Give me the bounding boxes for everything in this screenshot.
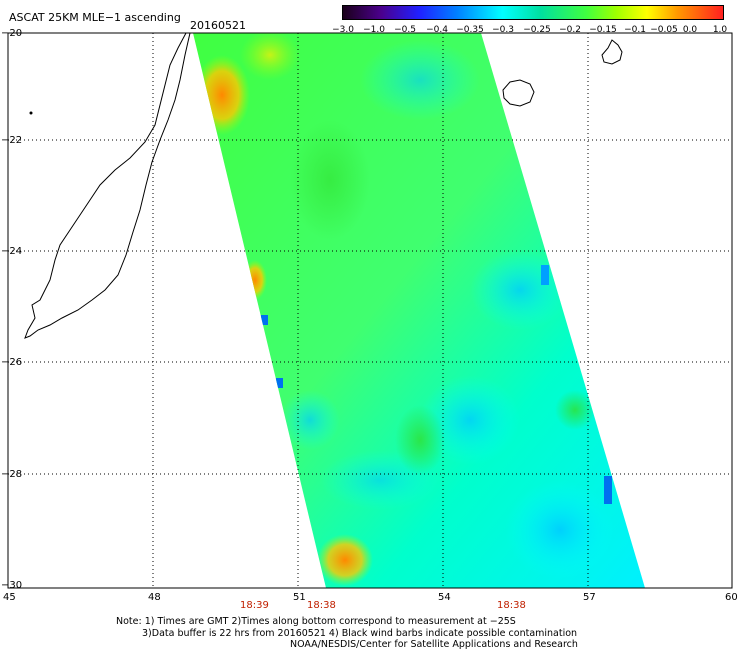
colorbar [342,5,724,20]
date-label: 20160521 [190,19,246,32]
colorbar-label: −0.3 [492,25,514,35]
colorbar-label: −1.0 [363,25,385,35]
colorbar-label: −3.0 [332,25,354,35]
lon-label: 48 [148,592,161,603]
lat-label: −28 [1,469,23,480]
chart-title: ASCAT 25KM MLE−1 ascending [9,11,181,24]
lat-label: −22 [1,135,23,146]
time-label: 18:38 [497,600,526,611]
colorbar-label: −0.35 [456,25,484,35]
colorbar-label: −0.25 [523,25,551,35]
colorbar-label: −0.05 [650,25,678,35]
lon-label: 51 [293,592,306,603]
colorbar-label: −0.2 [559,25,581,35]
lon-label: 45 [3,592,16,603]
small-island [29,111,33,115]
lon-label: 54 [438,592,451,603]
lat-label: −20 [1,28,23,39]
colorbar-label: 1.0 [712,25,728,35]
time-label: 18:38 [307,600,336,611]
note-line-3: NOAA/NESDIS/Center for Satellite Applica… [290,639,578,650]
data-swath [193,33,645,588]
lat-label: −26 [1,357,23,368]
lat-label: −30 [1,580,23,591]
mauritius-island [601,39,623,65]
gridlines [8,33,732,588]
colorbar-label: −0.15 [589,25,617,35]
colorbar-label: −0.5 [394,25,416,35]
coastline-madagascar [24,32,191,339]
lon-label: 60 [725,592,738,603]
plot-frame [7,32,733,589]
note-line-2: 3)Data buffer is 22 hrs from 20160521 4)… [142,628,578,639]
colorbar-label: −0.1 [624,25,646,35]
time-label: 18:39 [240,600,269,611]
colorbar-label: 0.0 [682,25,698,35]
note-line-1: Note: 1) Times are GMT 2)Times along bot… [116,616,516,627]
lon-label: 57 [583,592,596,603]
colorbar-label: −0.4 [426,25,448,35]
lat-label: −24 [1,246,23,257]
reunion-island [502,79,535,107]
